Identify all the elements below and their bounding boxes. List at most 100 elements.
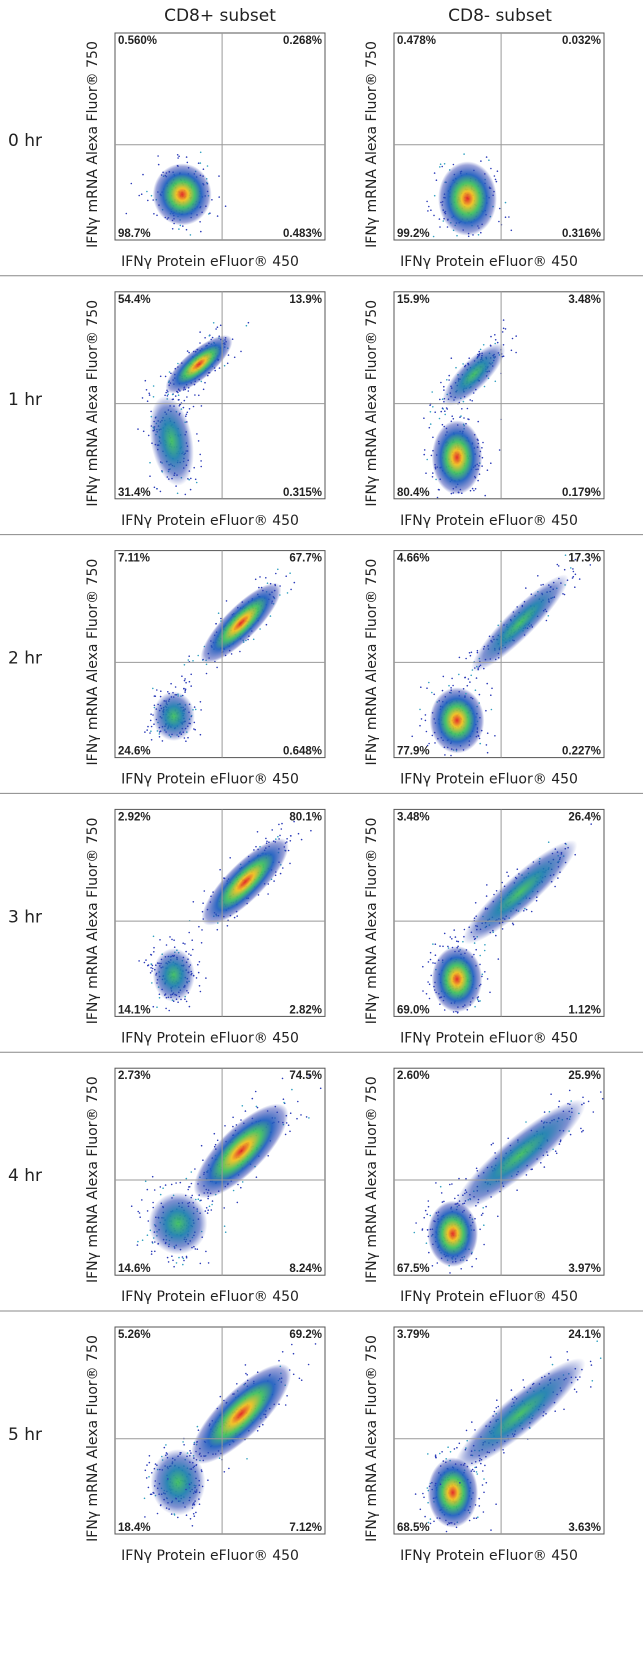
event-dot <box>563 568 566 571</box>
density-plot <box>423 319 517 499</box>
event-dot <box>424 1515 426 1518</box>
event-dot <box>433 693 436 696</box>
event-dot <box>286 592 289 594</box>
event-dot <box>153 486 156 489</box>
event-dot <box>223 1225 226 1227</box>
event-dot <box>215 328 217 330</box>
event-dot <box>198 1503 201 1505</box>
event-dot <box>186 1452 189 1454</box>
event-dot <box>446 408 449 410</box>
event-dot <box>171 393 174 396</box>
event-dot <box>192 1202 194 1204</box>
event-dot <box>204 337 206 339</box>
quadrant-percent: 17.3% <box>568 553 601 565</box>
event-dot <box>495 1503 497 1505</box>
event-dot <box>177 1001 179 1003</box>
event-dot <box>300 1114 302 1116</box>
event-dot <box>431 391 434 393</box>
quadrant-percent: 25.9% <box>568 1070 601 1082</box>
x-axis-label: IFNγ Protein eFluor® 450 <box>121 1030 299 1046</box>
event-dot <box>197 963 199 966</box>
event-dot <box>192 948 194 951</box>
event-dot <box>142 173 144 176</box>
event-dot <box>284 1404 287 1406</box>
event-dot <box>441 1451 443 1453</box>
event-dot <box>484 971 486 973</box>
event-dot <box>286 838 288 840</box>
event-dot <box>196 433 198 435</box>
event-dot <box>423 1496 425 1499</box>
event-dot <box>453 1448 456 1450</box>
event-dot <box>281 1351 284 1353</box>
event-dot <box>146 1234 149 1236</box>
event-dot <box>490 167 492 170</box>
event-dot <box>199 453 201 456</box>
event-dot <box>278 1359 280 1362</box>
density-cloud <box>200 582 282 664</box>
event-dot <box>573 1388 576 1391</box>
event-dot <box>168 1009 170 1012</box>
event-dot <box>151 970 153 972</box>
event-dot <box>205 1250 207 1253</box>
event-dot <box>185 681 187 684</box>
event-dot <box>440 1192 443 1194</box>
event-dot <box>447 945 449 948</box>
event-dot <box>199 1262 202 1265</box>
event-dot <box>482 344 485 346</box>
event-dot <box>448 684 450 687</box>
event-dot <box>483 949 486 952</box>
quadrant-percent: 8.24% <box>289 1263 322 1275</box>
event-dot <box>170 682 172 685</box>
quadrant-percent: 0.315% <box>283 487 322 499</box>
event-dot <box>217 612 220 614</box>
quadrant-percent: 54.4% <box>118 294 151 306</box>
event-dot <box>292 1352 295 1355</box>
event-dot <box>305 1116 308 1118</box>
event-dot <box>193 466 195 469</box>
event-dot <box>223 1471 226 1473</box>
event-dot <box>432 436 434 439</box>
event-dot <box>196 1425 199 1428</box>
event-dot <box>202 168 205 170</box>
event-dot <box>429 411 432 413</box>
event-dot <box>471 1265 473 1268</box>
event-dot <box>498 220 500 223</box>
event-dot <box>432 406 434 408</box>
event-dot <box>450 357 453 360</box>
event-dot <box>150 967 152 969</box>
event-dot <box>477 1000 480 1002</box>
event-dot <box>494 334 496 336</box>
plot-frame <box>114 291 326 500</box>
event-dot <box>479 348 482 351</box>
density-cloud <box>427 1200 478 1267</box>
event-dot <box>188 408 191 410</box>
density-plot <box>144 568 296 742</box>
event-dot <box>213 1132 216 1135</box>
plot-frame <box>393 32 605 241</box>
event-dot <box>458 1177 460 1180</box>
event-dot <box>452 418 455 420</box>
event-dot <box>582 1129 584 1132</box>
event-dot <box>574 853 576 856</box>
event-dot <box>510 1389 513 1391</box>
event-dot <box>130 182 133 185</box>
event-dot <box>246 1374 248 1376</box>
event-dot <box>162 1187 164 1189</box>
event-dot <box>137 1240 139 1243</box>
event-dot <box>443 163 446 165</box>
event-dot <box>208 335 211 337</box>
event-dot <box>151 1175 154 1178</box>
event-dot <box>455 366 457 369</box>
event-dot <box>290 588 292 591</box>
event-dot <box>429 1522 432 1525</box>
event-dot <box>151 964 154 967</box>
quadrant-percent: 80.1% <box>289 811 322 823</box>
event-dot <box>589 1360 592 1363</box>
event-dot <box>479 1228 481 1231</box>
event-dot <box>423 417 425 420</box>
event-dot <box>496 170 499 172</box>
event-dot <box>498 207 501 210</box>
event-dot <box>271 829 274 831</box>
event-dot <box>590 1386 592 1388</box>
event-dot <box>435 1212 438 1214</box>
